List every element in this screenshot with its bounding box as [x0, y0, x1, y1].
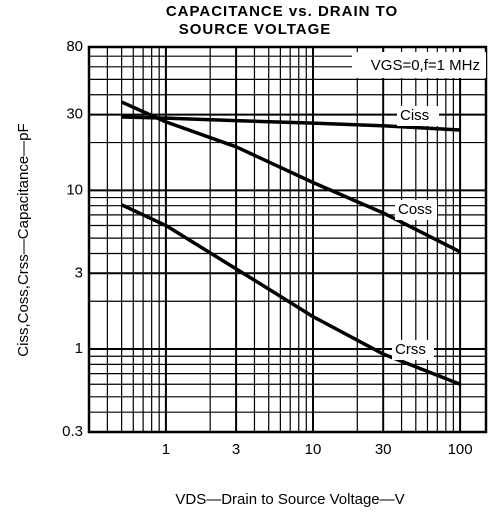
- chart-title: SOURCE VOLTAGE: [179, 21, 332, 38]
- series-label: Crss: [395, 341, 426, 358]
- y-tick-label: 10: [66, 181, 83, 198]
- y-tick-label: 80: [66, 38, 83, 55]
- series-label: Coss: [398, 201, 432, 218]
- label-bg: [395, 200, 437, 220]
- y-tick-label: 30: [66, 106, 83, 123]
- x-tick-label: 30: [375, 441, 392, 458]
- x-tick-label: 1: [162, 441, 170, 458]
- annotation: VGS=0,f=1 MHz: [371, 57, 480, 74]
- x-tick-label: 10: [305, 441, 322, 458]
- chart-title: CAPACITANCE vs. DRAIN TO: [166, 3, 398, 20]
- label-bg: [392, 340, 434, 360]
- plot-frame: [87, 45, 488, 434]
- label-bg: [397, 106, 439, 126]
- x-tick-label: 3: [232, 441, 240, 458]
- x-tick-label: 100: [448, 441, 473, 458]
- y-tick-label: 1: [75, 340, 83, 357]
- annotation-box: [352, 52, 486, 78]
- x-axis-label: VDS—Drain to Source Voltage—V: [175, 491, 404, 508]
- series-label: Ciss: [400, 107, 429, 124]
- y-tick-label: 3: [75, 264, 83, 281]
- y-axis-label: Ciss,Coss,Crss—Capacitance—pF: [15, 123, 32, 356]
- y-tick-label: 0.3: [62, 423, 83, 440]
